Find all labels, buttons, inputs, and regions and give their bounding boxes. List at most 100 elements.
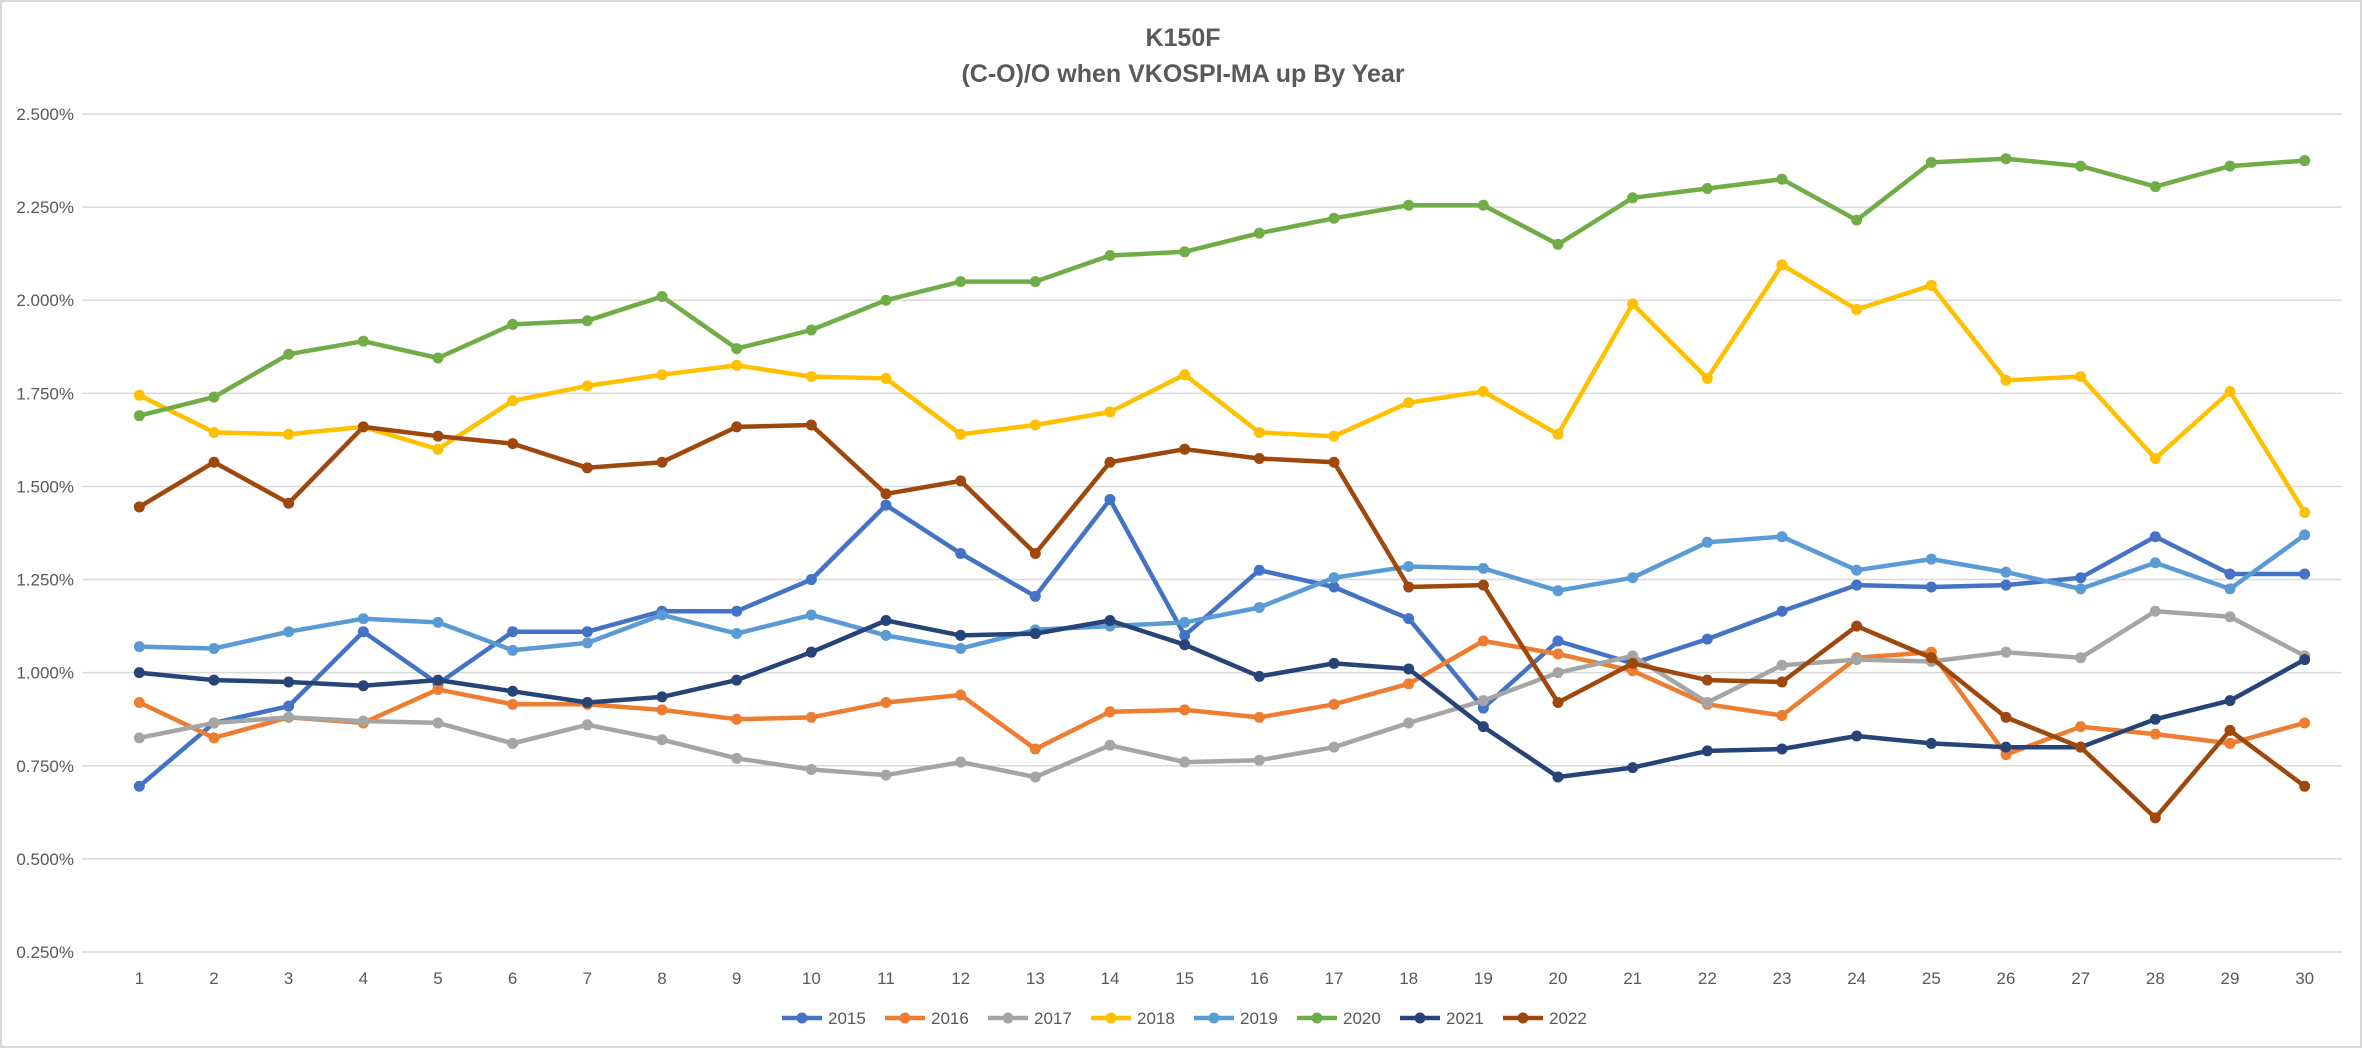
data-point (357, 626, 369, 638)
data-point (1552, 635, 1564, 647)
data-point (1328, 657, 1340, 669)
data-point (1403, 717, 1415, 729)
data-point (2224, 737, 2236, 749)
data-point (805, 764, 817, 776)
data-point (1104, 406, 1116, 418)
data-point (1104, 615, 1116, 627)
x-tick-label: 25 (1922, 969, 1941, 988)
data-point (581, 719, 593, 731)
data-point (1179, 704, 1191, 716)
data-point (507, 395, 519, 407)
data-point (1701, 182, 1713, 194)
data-point (656, 290, 668, 302)
data-point (1925, 737, 1937, 749)
data-point (1627, 298, 1639, 310)
data-point (208, 642, 220, 654)
y-tick-label: 2.250% (16, 198, 74, 217)
data-point (1403, 199, 1415, 211)
data-point (2299, 568, 2311, 580)
data-point (1925, 652, 1937, 664)
series-line-2017 (138, 608, 2306, 780)
data-point (731, 605, 743, 617)
legend-marker (1311, 1012, 1323, 1024)
data-point (880, 696, 892, 708)
data-point (2075, 160, 2087, 172)
data-point (880, 499, 892, 511)
series-2022 (133, 419, 2311, 824)
data-point (1179, 629, 1191, 641)
data-point (432, 443, 444, 455)
data-point (2299, 654, 2311, 666)
data-point (1851, 620, 1863, 632)
data-point (2149, 728, 2161, 740)
data-point (2000, 579, 2012, 591)
data-point (581, 637, 593, 649)
data-point (1403, 581, 1415, 593)
data-point (1029, 276, 1041, 288)
data-point (1776, 676, 1788, 688)
data-point (731, 713, 743, 725)
data-point (1179, 616, 1191, 628)
data-point (2299, 507, 2311, 519)
data-point (507, 685, 519, 697)
y-axis-ticks: 0.250% 0.500% 0.750% 1.000% 1.250% 1.500% 1.75… (16, 105, 74, 962)
legend-marker (1002, 1012, 1014, 1024)
data-point (507, 737, 519, 749)
x-tick-label: 6 (508, 969, 517, 988)
data-point (2299, 155, 2311, 167)
data-point (283, 497, 295, 509)
data-point (133, 389, 145, 401)
data-point (357, 715, 369, 727)
gridlines (82, 113, 2342, 953)
y-tick-label: 1.500% (16, 477, 74, 496)
data-point (581, 380, 593, 392)
series-2020 (133, 153, 2311, 422)
data-point (208, 426, 220, 438)
data-point (581, 462, 593, 474)
data-point (133, 696, 145, 708)
data-point (2075, 652, 2087, 664)
data-point (1477, 721, 1489, 733)
legend-label: 2018 (1137, 1009, 1175, 1028)
data-point (1328, 572, 1340, 584)
data-point (1477, 635, 1489, 647)
x-tick-label: 21 (1623, 969, 1642, 988)
data-point (1776, 531, 1788, 543)
series-2019 (133, 529, 2311, 656)
data-point (955, 642, 967, 654)
data-point (357, 613, 369, 625)
data-point (432, 683, 444, 695)
data-point (507, 644, 519, 656)
data-point (581, 696, 593, 708)
data-point (1029, 547, 1041, 559)
x-tick-label: 12 (951, 969, 970, 988)
data-point (2224, 385, 2236, 397)
data-point (1104, 250, 1116, 262)
data-point (1253, 453, 1265, 465)
legend-item-2022: 2022 (1503, 1009, 1587, 1028)
data-point (1253, 711, 1265, 723)
data-point (1477, 695, 1489, 707)
x-tick-label: 20 (1549, 969, 1568, 988)
data-point (133, 641, 145, 653)
data-point (1701, 696, 1713, 708)
data-point (133, 410, 145, 422)
data-point (1328, 741, 1340, 753)
x-tick-label: 5 (433, 969, 442, 988)
legend-item-2018: 2018 (1091, 1009, 1175, 1028)
legend-item-2020: 2020 (1297, 1009, 1381, 1028)
x-tick-label: 19 (1474, 969, 1493, 988)
data-point (1179, 443, 1191, 455)
x-tick-label: 9 (732, 969, 741, 988)
data-point (656, 369, 668, 381)
data-point (731, 628, 743, 640)
y-tick-label: 0.250% (16, 943, 74, 962)
series-2018 (133, 259, 2311, 519)
x-tick-label: 11 (877, 969, 895, 988)
data-point (1029, 419, 1041, 431)
data-point (2149, 713, 2161, 725)
data-point (1328, 212, 1340, 224)
data-point (2149, 605, 2161, 617)
data-point (1477, 199, 1489, 211)
